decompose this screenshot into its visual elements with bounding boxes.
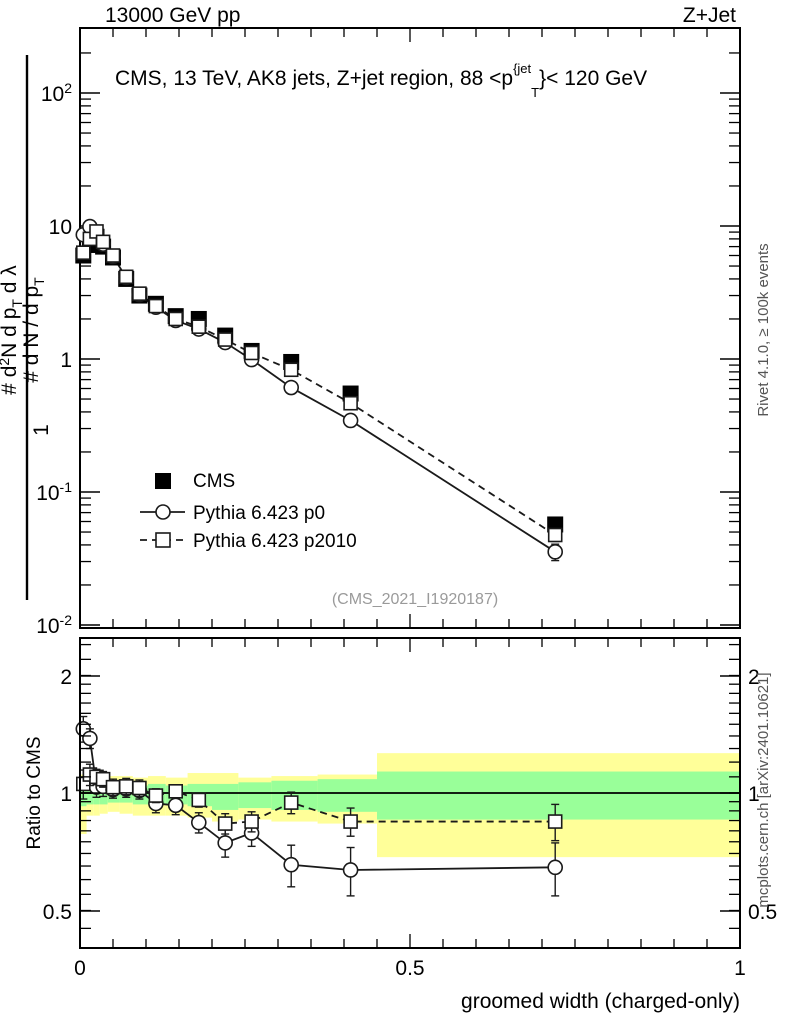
ylabel-one: 1 (30, 424, 53, 436)
main-y-major-ticks (80, 92, 740, 626)
x-axis-label: groomed width (charged-only) (461, 990, 740, 1013)
ratio-right-ytick-label-2: 2 (748, 666, 760, 689)
ratio-ylabel: Ratio to CMS (24, 737, 45, 850)
legend-label-pythia-p2010: Pythia 6.423 p2010 (193, 531, 357, 552)
legend-marker-cms (155, 473, 171, 489)
main-ytick-label-0p1: 10-1 (36, 479, 72, 505)
ratio-y-minor-ticks (80, 643, 740, 930)
mcplots-source-text: mcplots.cern.ch [arXiv:2401.10621] (755, 672, 772, 907)
main-plot-title: CMS, 13 TeV, AK8 jets, Z+jet region, 88 … (115, 61, 647, 100)
ratio-ytick-label-0p5: 0.5 (43, 901, 72, 924)
ratio-right-ytick-label-0p5: 0.5 (748, 901, 777, 924)
main-ylabel: # d N / d pT # d2N d pT d λ 1 (0, 55, 53, 600)
ylabel-denominator: # d N / d pT (20, 277, 47, 383)
legend-marker-pythia-p2010 (155, 532, 171, 548)
analysis-watermark: (CMS_2021_I1920187) (332, 591, 498, 608)
legend-label-cms: CMS (193, 471, 235, 492)
ratio-x-ticks (79, 638, 741, 948)
header-right-label: Z+Jet (560, 2, 736, 28)
xtick-label-1: 1 (734, 957, 746, 980)
legend-label-pythia-p0: Pythia 6.423 p0 (193, 503, 325, 524)
header-left-label: 13000 GeV pp (105, 2, 425, 28)
xtick-label-0p5: 0.5 (395, 957, 424, 980)
xtick-label-0: 0 (74, 957, 86, 980)
legend: CMS Pythia 6.423 p0 Pythia 6.423 p2010 (140, 471, 357, 552)
main-ytick-label-0p01: 10-2 (36, 612, 72, 638)
ratio-plot-panel: 2 1 0.5 2 1 0.5 Ratio to CMS 0 0.5 1 gro… (24, 637, 777, 1013)
main-ytick-label-10: 10 (49, 216, 72, 239)
main-ytick-label-100: 102 (41, 80, 72, 106)
main-ytick-label-1: 1 (60, 349, 72, 372)
ratio-ytick-label-2: 2 (60, 666, 72, 689)
main-plot-frame (79, 27, 741, 629)
ratio-ytick-label-1: 1 (60, 783, 72, 806)
beam-energy-text: 13000 GeV pp (105, 4, 240, 27)
rivet-version-text: Rivet 4.1.0, ≥ 100k events (755, 243, 772, 416)
main-data-series (75, 218, 564, 562)
legend-marker-pythia-p0 (155, 504, 171, 520)
ratio-right-ytick-label-1: 1 (748, 783, 760, 806)
ylabel-numerator: # d2N d pT d λ (0, 265, 25, 395)
process-text: Z+Jet (683, 4, 736, 27)
main-x-ticks (79, 28, 741, 628)
